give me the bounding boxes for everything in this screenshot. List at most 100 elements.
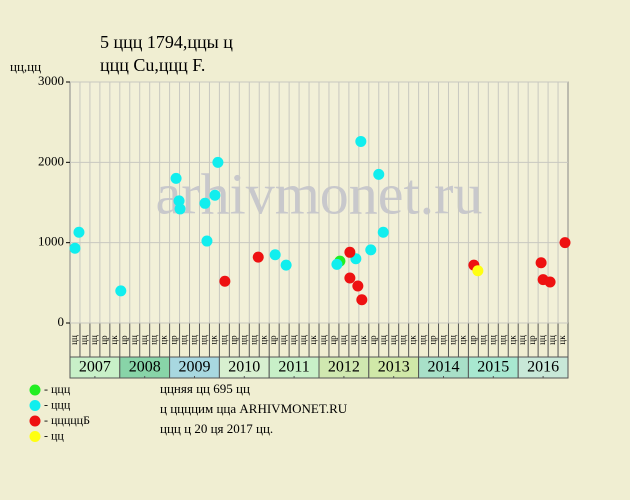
point: [199, 197, 211, 209]
column-label: цц: [487, 335, 497, 345]
column-label: цц: [79, 335, 89, 345]
column-label: цр: [328, 335, 338, 345]
chart-title: 5 ццц 1794,ццы ц: [100, 32, 233, 52]
point: [173, 195, 185, 207]
point: [377, 226, 389, 238]
point: [219, 275, 231, 287]
column-label: цц: [129, 335, 139, 345]
x-tick-label: 2011: [278, 359, 309, 376]
column-label: цц: [378, 335, 388, 345]
x-tick-label: 2010: [228, 359, 260, 376]
column-label: цк: [408, 335, 418, 345]
x-tick-label: 2007: [79, 359, 111, 376]
column-label: цц: [448, 335, 458, 345]
point: [344, 246, 356, 258]
point: [352, 280, 364, 292]
column-label: цц: [477, 335, 487, 345]
column-label: цц: [338, 335, 348, 345]
column-label: цр: [467, 335, 477, 345]
column-label: цц: [318, 335, 328, 345]
legend-label: - цццццБ: [44, 413, 90, 427]
column-label: цк: [457, 335, 467, 345]
column-label: цц: [189, 335, 199, 345]
point: [365, 244, 377, 256]
column-label: цц: [179, 335, 189, 345]
point: [209, 189, 221, 201]
column-label: цц: [497, 335, 507, 345]
legend-marker: [29, 415, 41, 427]
point: [559, 237, 571, 249]
column-label: цц: [69, 335, 79, 345]
column-label: цк: [308, 335, 318, 345]
column-label: цц: [139, 335, 149, 345]
column-label: цк: [507, 335, 517, 345]
column-label: цц: [199, 335, 209, 345]
column-label: цк: [159, 335, 169, 345]
y-tick-label: 2000: [38, 153, 64, 168]
y-axis-label: цц,цц: [10, 59, 41, 74]
column-label: цк: [557, 335, 567, 345]
column-label: цр: [268, 335, 278, 345]
point: [331, 258, 343, 270]
point: [544, 276, 556, 288]
column-label: цк: [358, 335, 368, 345]
x-tick-label: 2015: [477, 359, 509, 376]
column-label: цк: [208, 335, 218, 345]
column-label: цк: [258, 335, 268, 345]
point: [373, 168, 385, 180]
column-label: цц: [418, 335, 428, 345]
point: [472, 265, 484, 277]
point: [269, 249, 281, 261]
column-label: цц: [238, 335, 248, 345]
column-label: цр: [527, 335, 537, 345]
point: [344, 272, 356, 284]
y-tick-label: 0: [58, 314, 65, 329]
y-tick-label: 3000: [38, 73, 64, 88]
column-label: цц: [149, 335, 159, 345]
y-tick-label: 1000: [38, 234, 64, 249]
legend-label: - ццц: [44, 397, 71, 411]
point: [252, 251, 264, 263]
note: ц ццццим цца ARHIVMONET.RU: [160, 401, 348, 416]
column-label: цц: [278, 335, 288, 345]
x-tick-label: 2008: [129, 359, 161, 376]
note: ццц ц 20 ця 2017 цц.: [160, 421, 273, 436]
column-label: цц: [298, 335, 308, 345]
column-label: цц: [547, 335, 557, 345]
column-label: цк: [109, 335, 119, 345]
column-label: цц: [517, 335, 527, 345]
point: [356, 294, 368, 306]
x-tick-label: 2009: [179, 359, 211, 376]
point: [355, 135, 367, 147]
x-tick-label: 2014: [428, 359, 460, 376]
point: [170, 172, 182, 184]
point: [115, 285, 127, 297]
legend-label: - ццц: [44, 382, 71, 396]
point: [280, 259, 292, 271]
column-label: цр: [119, 335, 129, 345]
column-label: цц: [438, 335, 448, 345]
x-tick-label: 2016: [527, 359, 559, 376]
legend-label: - цц: [44, 428, 64, 442]
column-label: цр: [368, 335, 378, 345]
column-label: цц: [388, 335, 398, 345]
column-label: цц: [537, 335, 547, 345]
x-tick-label: 2012: [328, 359, 360, 376]
point: [73, 226, 85, 238]
legend-marker: [29, 384, 41, 396]
note: ццняя цц 695 цц: [160, 381, 250, 396]
column-label: цц: [218, 335, 228, 345]
point: [212, 156, 224, 168]
column-label: цц: [398, 335, 408, 345]
column-label: цц: [89, 335, 99, 345]
column-label: цц: [288, 335, 298, 345]
column-label: цц: [348, 335, 358, 345]
column-label: цр: [428, 335, 438, 345]
column-label: цр: [169, 335, 179, 345]
point: [69, 242, 81, 254]
point: [174, 203, 186, 215]
column-label: цр: [228, 335, 238, 345]
legend-marker: [29, 400, 41, 411]
